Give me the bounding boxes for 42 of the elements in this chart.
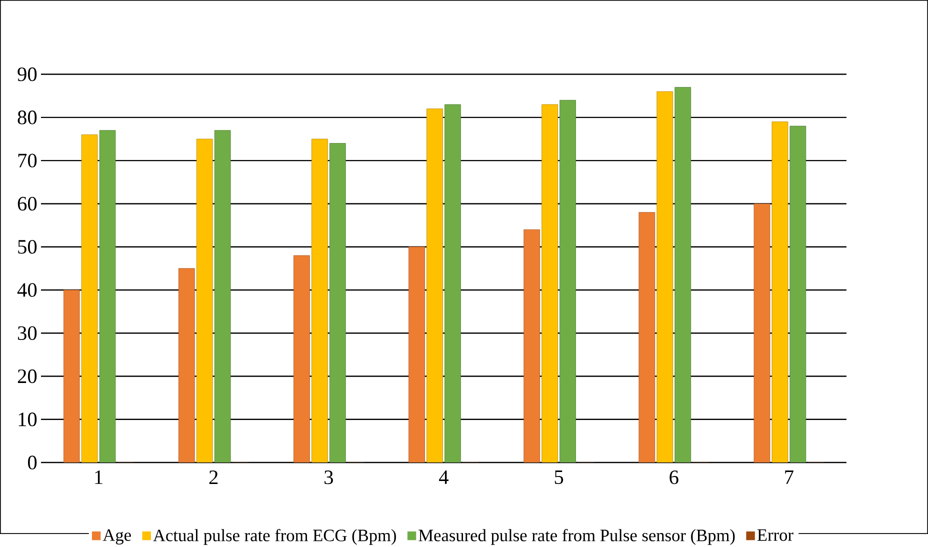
bar [196,138,213,463]
y-tick-label: 70 [18,154,37,168]
y-tick-label: 0 [28,456,37,470]
x-tick-label: 2 [209,470,218,484]
legend-label: Age [102,529,131,545]
y-tick-label: 20 [18,370,37,384]
bar [99,130,116,463]
y-tick-label: 80 [18,110,37,124]
x-tick-label: 4 [439,470,448,484]
legend-label: Actual pulse rate from ECG (Bpm) [153,529,396,545]
y-tick-label: 60 [18,196,37,211]
bar [772,122,788,463]
y-tick-label: 10 [18,412,37,426]
x-tick-label: 6 [670,470,678,484]
x-tick-label: 7 [785,470,794,484]
y-tick-label: 90 [18,68,37,82]
bar [638,212,656,463]
bar [329,143,346,463]
bar [178,268,195,463]
legend-label: Measured pulse rate from Pulse sensor (Bpm) [418,529,735,545]
x-tick-label: 5 [554,470,564,484]
bar [754,204,770,463]
bar [656,91,674,463]
x-tick-label: 3 [324,470,333,484]
y-tick-label: 50 [18,240,37,254]
bar [674,87,692,463]
bar [426,108,443,463]
bar [408,246,425,463]
bar [214,130,231,463]
bar [63,290,80,463]
bar [560,100,576,463]
bar [311,138,328,463]
bar [542,104,558,463]
y-tick-label: 30 [18,326,37,340]
bar [444,104,461,463]
bar [524,230,540,463]
x-tick-label: 1 [95,470,102,484]
bar [81,134,98,463]
bar [790,126,806,463]
legend-label: Error [757,529,794,542]
bar [294,255,310,463]
y-tick-label: 40 [17,283,37,297]
